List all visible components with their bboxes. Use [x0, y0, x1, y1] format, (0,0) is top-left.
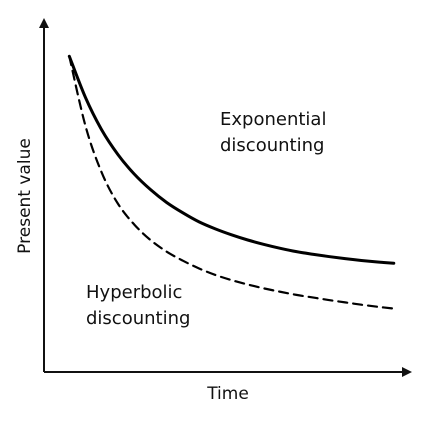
exponential-label-line-2: discounting [220, 135, 324, 156]
hyperbolic-discounting-curve [68, 55, 395, 310]
hyperbolic-label-line-2: discounting [86, 308, 190, 329]
exponential-label-line-1: Exponential [220, 109, 326, 130]
hyperbolic-label-line-1: Hyperbolic [86, 282, 182, 303]
y-axis-label: Present value [15, 138, 35, 254]
exponential-discounting-curve [67, 54, 396, 265]
x-axis-label: Time [206, 384, 249, 404]
